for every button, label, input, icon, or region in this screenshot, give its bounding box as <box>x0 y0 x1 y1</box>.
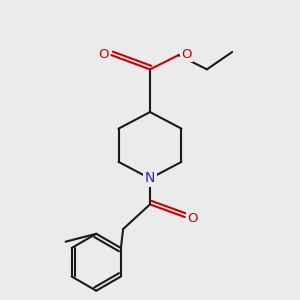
Text: O: O <box>181 48 192 61</box>
Text: N: N <box>145 172 155 185</box>
Text: O: O <box>188 212 198 225</box>
Text: O: O <box>98 48 109 61</box>
